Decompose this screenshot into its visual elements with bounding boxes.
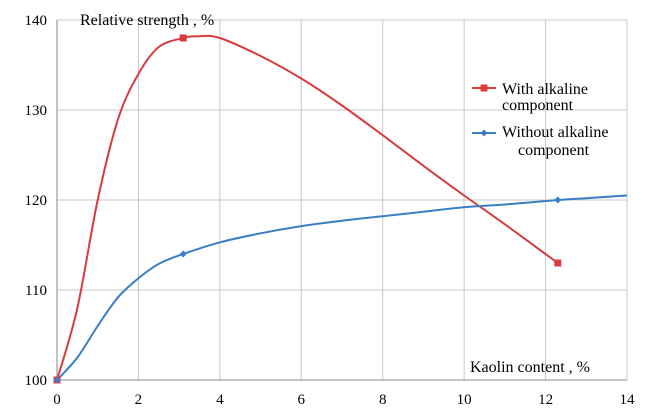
- data-point-without-alkaline: [179, 250, 187, 258]
- axes: [56, 20, 627, 381]
- y-tick-label: 120: [25, 193, 48, 209]
- series-line-with-alkaline: [56, 34, 559, 381]
- data-point-without-alkaline: [53, 376, 61, 384]
- data-point-without-alkaline: [554, 196, 562, 204]
- legend-marker-without-alkaline: [480, 129, 488, 137]
- x-tick-label: 10: [457, 392, 472, 408]
- x-tick-label: 4: [216, 392, 224, 408]
- data-point-with-alkaline: [554, 259, 562, 267]
- data-point-with-alkaline: [179, 34, 187, 42]
- tick-labels: 100 110 120 130 140 0 2 4 6 8 10 12 14: [25, 13, 636, 408]
- legend-marker-with-alkaline: [480, 84, 488, 92]
- data-markers: [53, 34, 562, 384]
- x-tick-label: 14: [620, 392, 636, 408]
- legend: With alkaline component Without alkaline…: [472, 81, 608, 159]
- y-tick-label: 140: [25, 13, 48, 29]
- y-axis-title: Relative strength , %: [80, 12, 214, 29]
- series-line-without-alkaline: [56, 194, 628, 381]
- x-tick-label: 0: [53, 392, 61, 408]
- x-axis-title: Kaolin content , %: [470, 359, 590, 376]
- legend-label-with-alkaline-line2: component: [502, 97, 574, 114]
- y-tick-label: 110: [25, 283, 47, 299]
- grid-lines: [57, 19, 628, 381]
- x-tick-label: 6: [298, 392, 306, 408]
- legend-label-without-alkaline-line2: component: [518, 142, 590, 159]
- x-tick-label: 2: [135, 392, 143, 408]
- y-tick-label: 130: [25, 103, 48, 119]
- y-tick-label: 100: [25, 373, 48, 389]
- legend-label-without-alkaline-line1: Without alkaline: [502, 124, 608, 141]
- legend-label-with-alkaline-line1: With alkaline: [502, 81, 588, 98]
- series-lines: [56, 34, 628, 381]
- x-tick-label: 12: [538, 392, 553, 408]
- x-tick-label: 8: [379, 392, 387, 408]
